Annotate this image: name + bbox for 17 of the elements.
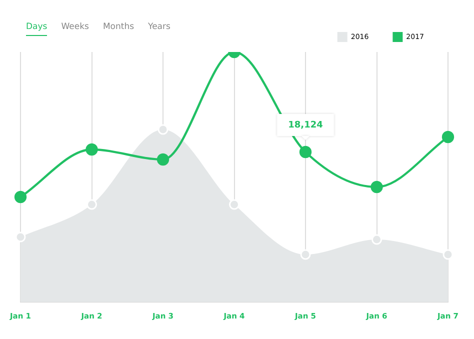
text: Months — [102, 22, 134, 34]
point — [15, 232, 26, 242]
point — [86, 199, 98, 210]
text: Days — [26, 22, 48, 36]
text: Weeks — [61, 22, 89, 34]
point — [372, 234, 382, 245]
text: Years — [148, 22, 170, 34]
point — [156, 153, 170, 166]
point — [442, 130, 454, 144]
point — [14, 190, 27, 204]
point — [442, 249, 454, 260]
point — [158, 124, 168, 135]
point — [300, 249, 311, 260]
annotation: 18,124 — [288, 120, 323, 130]
point — [86, 143, 98, 156]
point — [370, 180, 383, 194]
point — [299, 146, 312, 158]
